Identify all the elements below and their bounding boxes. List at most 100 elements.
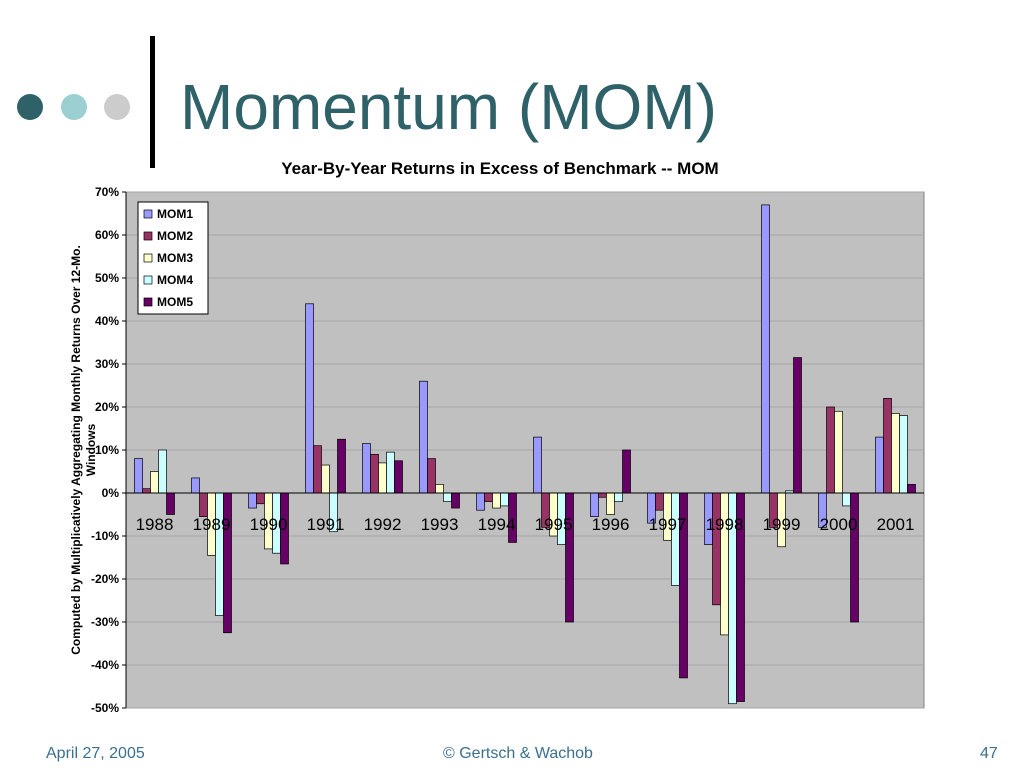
bar-mom3-1994 [492, 492, 501, 509]
bar-mom2-2001 [883, 398, 892, 494]
y-axis-label: Computed by Multiplicatively Aggregating… [69, 245, 98, 655]
bullet-dot-gray [104, 94, 130, 120]
bar-mom1-1991 [305, 303, 314, 494]
bar-mom3-1991 [321, 464, 330, 494]
y-tick-label: 50% [95, 271, 119, 285]
y-tick-label: -50% [91, 701, 119, 715]
bar-mom2-2000 [826, 406, 835, 494]
bar-mom2-1998 [712, 492, 721, 606]
bar-mom4-1989 [215, 492, 224, 616]
footer-date: April 27, 2005 [46, 745, 145, 762]
y-tick-label: -40% [91, 658, 119, 672]
x-tick-label: 1988 [136, 515, 174, 534]
bar-mom1-1993 [419, 380, 428, 494]
bar-mom2-1990 [256, 492, 265, 505]
x-tick-label: 1994 [478, 515, 516, 534]
x-tick-label: 1989 [193, 515, 231, 534]
x-tick-label: 1998 [706, 515, 744, 534]
page-number: 47 [980, 745, 998, 762]
y-tick-label: 60% [95, 228, 119, 242]
bar-mom4-1993 [443, 492, 452, 502]
bar-mom1-1989 [191, 477, 200, 494]
bar-mom2-1993 [427, 458, 436, 494]
legend-swatch-mom5 [143, 297, 153, 307]
bar-mom5-1992 [394, 460, 403, 494]
bar-mom1-2001 [875, 436, 884, 494]
bar-mom1-1994 [476, 492, 485, 511]
bar-mom1-1992 [362, 443, 371, 494]
x-tick-label: 1999 [763, 515, 801, 534]
x-tick-label: 1993 [421, 515, 459, 534]
x-tick-label: 2001 [877, 515, 915, 534]
bar-mom4-1996 [614, 492, 623, 502]
bar-mom5-1993 [451, 492, 460, 509]
y-tick-label: 30% [95, 357, 119, 371]
bar-mom4-1992 [386, 451, 395, 494]
bar-mom2-1988 [142, 488, 151, 494]
bar-mom5-1999 [793, 357, 802, 494]
title-divider [150, 36, 155, 168]
bar-mom5-1988 [166, 492, 175, 515]
bar-mom2-1991 [313, 445, 322, 494]
bar-mom2-1989 [199, 492, 208, 517]
x-tick-label: 1997 [649, 515, 687, 534]
bar-mom1-1996 [590, 492, 599, 517]
bar-mom3-1988 [150, 471, 159, 494]
legend-label-mom3: MOM3 [157, 251, 193, 265]
x-tick-label: 1990 [250, 515, 288, 534]
y-axis-label-line2: Windows [84, 423, 98, 476]
y-tick-label: 0% [102, 486, 120, 500]
chart-title: Year-By-Year Returns in Excess of Benchm… [281, 159, 718, 178]
bar-mom3-1996 [606, 492, 615, 515]
footer-copyright: © Gertsch & Wachob [443, 745, 593, 762]
bar-mom4-2000 [842, 492, 851, 507]
bar-mom4-1994 [500, 492, 509, 507]
legend-swatch-mom3 [143, 253, 153, 263]
bar-mom1-1988 [134, 458, 143, 494]
y-tick-label: -20% [91, 572, 119, 586]
bar-mom1-1995 [533, 436, 542, 494]
y-tick-label: -30% [91, 615, 119, 629]
bar-mom4-1997 [671, 492, 680, 586]
legend-label-mom1: MOM1 [157, 207, 193, 221]
legend-label-mom2: MOM2 [157, 229, 193, 243]
y-tick-label: 20% [95, 400, 119, 414]
y-tick-label: 10% [95, 443, 119, 457]
bar-mom1-1990 [248, 492, 257, 509]
bar-mom5-2000 [850, 492, 859, 623]
bar-mom1-1999 [761, 204, 770, 494]
bar-mom5-1989 [223, 492, 232, 634]
page-title: Momentum (MOM) [180, 71, 717, 143]
bar-mom2-1994 [484, 492, 493, 502]
x-tick-label: 1996 [592, 515, 630, 534]
bullet-dot-teal [61, 94, 87, 120]
bar-mom3-2000 [834, 410, 843, 494]
legend-swatch-mom1 [143, 209, 153, 219]
y-tick-label: 70% [95, 185, 119, 199]
x-tick-label: 1995 [535, 515, 573, 534]
bar-mom4-2001 [899, 415, 908, 494]
bar-mom5-2001 [907, 484, 916, 494]
y-axis-label-line1: Computed by Multiplicatively Aggregating… [69, 245, 83, 655]
x-tick-label: 1991 [307, 515, 345, 534]
bar-mom2-1992 [370, 453, 379, 494]
bar-mom3-1992 [378, 462, 387, 494]
bar-mom5-1991 [337, 438, 346, 494]
bar-mom5-1995 [565, 492, 574, 623]
legend-swatch-mom4 [143, 275, 153, 285]
x-tick-label: 2000 [820, 515, 858, 534]
y-tick-label: 40% [95, 314, 119, 328]
legend-label-mom5: MOM5 [157, 295, 193, 309]
bar-mom3-2001 [891, 413, 900, 494]
bar-mom4-1988 [158, 449, 167, 494]
bar-mom2-1996 [598, 492, 607, 498]
x-tick-label: 1992 [364, 515, 402, 534]
bullet-dot-dark [17, 94, 43, 120]
bar-mom2-1997 [655, 492, 664, 511]
bar-mom5-1996 [622, 449, 631, 494]
legend-label-mom4: MOM4 [157, 273, 193, 287]
legend-swatch-mom2 [143, 231, 153, 241]
y-tick-label: -10% [91, 529, 119, 543]
bar-mom3-1993 [435, 484, 444, 494]
